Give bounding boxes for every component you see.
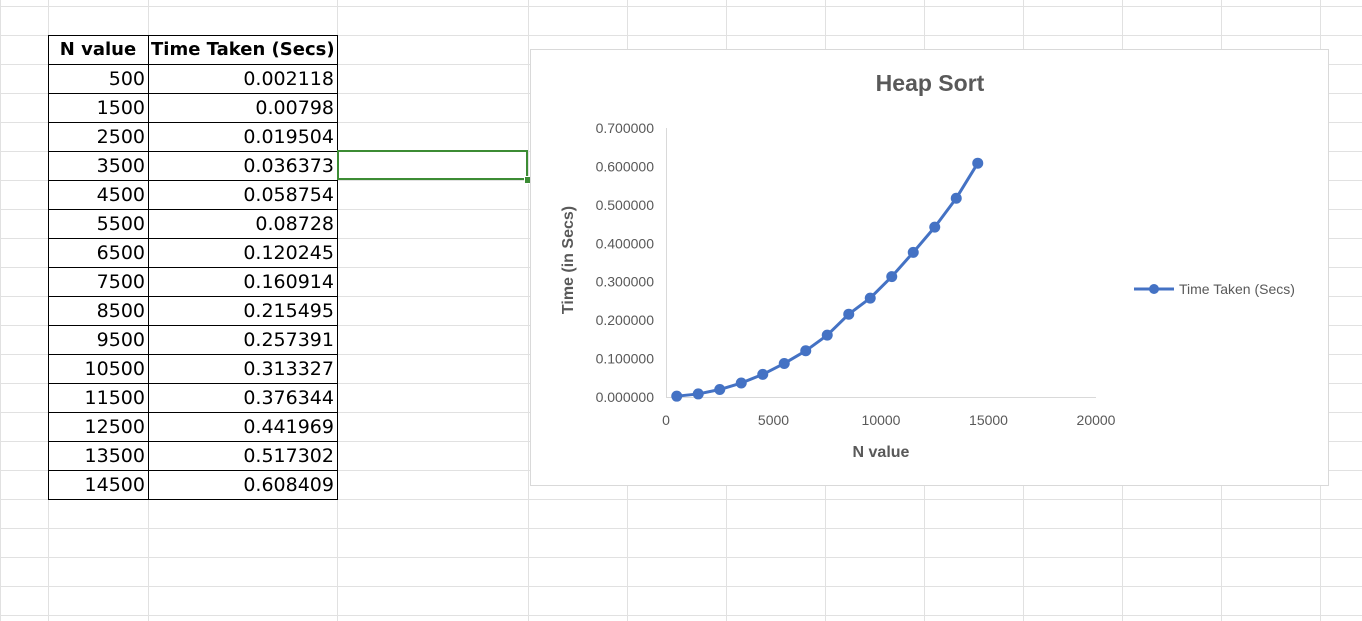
- heap-sort-chart: Heap Sort 0.000000 0.100000 0.200000 0.3000…: [560, 70, 1295, 461]
- table-header-cell[interactable]: N value: [59, 39, 137, 60]
- table-cell[interactable]: 11500: [84, 387, 145, 409]
- y-tick-label: 0.500000: [596, 197, 655, 213]
- y-tick-label: 0.400000: [596, 235, 655, 251]
- data-point[interactable]: [950, 192, 962, 204]
- x-tick-label: 10000: [862, 412, 901, 428]
- table-cell[interactable]: 5500: [96, 213, 145, 235]
- data-point[interactable]: [692, 388, 704, 400]
- data-point[interactable]: [864, 292, 876, 304]
- table-cell[interactable]: 0.215495: [243, 300, 334, 322]
- table-cell[interactable]: 4500: [96, 184, 145, 206]
- table-cell[interactable]: 0.036373: [243, 155, 334, 177]
- table-cell[interactable]: 0.376344: [243, 387, 334, 409]
- table-cell[interactable]: 0.058754: [243, 184, 334, 206]
- table-cell[interactable]: 0.019504: [243, 126, 334, 148]
- table-cell[interactable]: 0.313327: [243, 358, 334, 380]
- y-tick-label: 0.600000: [596, 158, 655, 174]
- y-tick-label: 0.100000: [596, 351, 655, 367]
- legend-marker: [1149, 284, 1159, 294]
- table-cell[interactable]: 12500: [84, 416, 145, 438]
- chart-area[interactable]: Heap Sort 0.000000 0.100000 0.200000 0.3000…: [530, 49, 1329, 486]
- table-cell[interactable]: 0.608409: [243, 474, 334, 496]
- x-tick-label: 15000: [969, 412, 1008, 428]
- table-cell[interactable]: 2500: [96, 126, 145, 148]
- table-cell[interactable]: 14500: [84, 474, 145, 496]
- table-cell[interactable]: 6500: [96, 242, 145, 264]
- table-cell[interactable]: 3500: [96, 155, 145, 177]
- table-cell[interactable]: 500: [108, 68, 145, 90]
- x-tick-label: 20000: [1077, 412, 1116, 428]
- legend-label: Time Taken (Secs): [1179, 281, 1295, 297]
- table-cell[interactable]: 0.002118: [243, 68, 334, 90]
- y-tick-label: 0.000000: [596, 389, 655, 405]
- table-cell[interactable]: 0.257391: [243, 329, 334, 351]
- table-cell[interactable]: 8500: [96, 300, 145, 322]
- table-cell[interactable]: 0.120245: [243, 242, 334, 264]
- x-axis-title: N value: [853, 444, 910, 461]
- series-line[interactable]: [676, 162, 980, 398]
- y-tick-label: 0.700000: [596, 120, 655, 136]
- data-point[interactable]: [714, 384, 726, 396]
- table-cell[interactable]: 7500: [96, 271, 145, 293]
- table-cell[interactable]: 0.00798: [255, 97, 334, 119]
- table-header-cell[interactable]: Time Taken (Secs): [151, 39, 335, 60]
- data-point[interactable]: [907, 246, 919, 258]
- y-axis-title: Time (in Secs): [560, 206, 577, 314]
- table-cell[interactable]: 0.441969: [243, 416, 334, 438]
- data-point[interactable]: [929, 221, 941, 233]
- table-cell[interactable]: 13500: [84, 445, 145, 467]
- y-tick-label: 0.300000: [596, 274, 655, 290]
- data-point[interactable]: [886, 271, 898, 283]
- data-point[interactable]: [778, 357, 790, 369]
- x-axis-ticks: 0 5000 10000 15000 20000: [662, 412, 1116, 428]
- y-axis-ticks: 0.000000 0.100000 0.200000 0.300000 0.400000…: [596, 120, 655, 405]
- y-tick-label: 0.200000: [596, 312, 655, 328]
- series-layer: [671, 157, 984, 402]
- legend[interactable]: Time Taken (Secs): [1134, 281, 1295, 297]
- x-tick-label: 0: [662, 412, 670, 428]
- table-cell[interactable]: 0.517302: [243, 445, 334, 467]
- data-point[interactable]: [843, 308, 855, 320]
- data-point[interactable]: [735, 377, 747, 389]
- table-cell[interactable]: 10500: [84, 358, 145, 380]
- data-point[interactable]: [800, 345, 812, 357]
- chart-title: Heap Sort: [876, 70, 985, 96]
- selected-cell[interactable]: [337, 150, 528, 180]
- table-cell[interactable]: 0.160914: [243, 271, 334, 293]
- data-point[interactable]: [972, 157, 984, 169]
- data-point[interactable]: [671, 390, 683, 402]
- table-cell[interactable]: 9500: [96, 329, 145, 351]
- data-point[interactable]: [757, 368, 769, 380]
- x-tick-label: 5000: [758, 412, 789, 428]
- data-point[interactable]: [821, 329, 833, 341]
- table-cell[interactable]: 0.08728: [255, 213, 334, 235]
- table-cell[interactable]: 1500: [96, 97, 145, 119]
